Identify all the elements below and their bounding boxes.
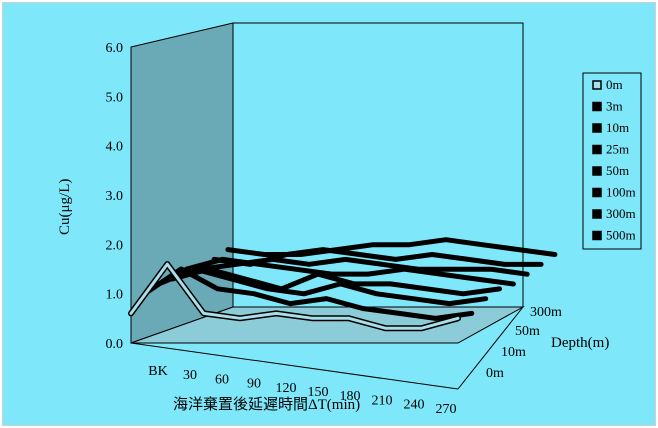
- series-line-50m: [183, 256, 516, 287]
- x-tick-label: 30: [183, 368, 197, 383]
- series-fill-0m: [129, 262, 460, 330]
- depth-axis-line: [457, 306, 524, 390]
- legend-swatch: [592, 101, 602, 112]
- series-line-10m: [156, 266, 489, 307]
- y-tick-label: 4.0: [106, 140, 124, 155]
- x-tick-label: 180: [340, 389, 361, 404]
- legend-swatch: [592, 187, 602, 198]
- legend-item: 25m: [592, 142, 629, 157]
- legend-item: 0m: [592, 77, 623, 92]
- legend-swatch: [592, 123, 602, 133]
- x-tick-label: 210: [372, 393, 393, 408]
- y-tick-label: 0.0: [106, 337, 124, 352]
- y-tick-label: 5.0: [106, 90, 124, 105]
- legend-item: 50m: [592, 163, 629, 178]
- legend-item: 10m: [592, 120, 629, 135]
- series-line-3m: [142, 266, 475, 321]
- y-tick-label: 3.0: [106, 189, 124, 204]
- depth-tick-label: 10m: [501, 345, 526, 360]
- legend-label: 0m: [606, 77, 623, 92]
- depth-axis-label: Depth(m): [551, 335, 609, 351]
- legend-swatch: [592, 80, 602, 90]
- x-tick-label: 240: [404, 398, 425, 413]
- legend-label: 25m: [606, 142, 629, 157]
- legend-label: 300m: [606, 206, 636, 221]
- legend-label: 3m: [606, 99, 623, 114]
- x-tick-label: 60: [215, 372, 229, 387]
- y-tick-label: 6.0: [106, 41, 124, 56]
- legend-item: 500m: [592, 228, 636, 243]
- y-tick-label: 1.0: [106, 288, 124, 303]
- x-tick-label: 120: [276, 381, 297, 396]
- legend-item: 3m: [592, 99, 623, 114]
- legend-swatch: [592, 144, 602, 155]
- legend-swatch: [592, 209, 602, 219]
- depth-tick-label: 50m: [515, 324, 540, 339]
- y-axis-label: Cu(μg/L): [57, 179, 73, 235]
- legend: 0m 3m 10m 25m 50m 100m 300m 500m: [582, 72, 642, 250]
- legend-label: 10m: [606, 120, 629, 135]
- legend-label: 500m: [606, 228, 636, 243]
- series-line-25m: [170, 266, 502, 297]
- x-tick-label: 270: [436, 402, 457, 417]
- chart-svg: 0.0 1.0 2.0 3.0 4.0 5.0 6.0 BK 30 60 90 120 150 180 21…: [57, 22, 642, 417]
- x-axis-label: 海洋棄置後延遲時間ΔT(min): [173, 395, 360, 413]
- series-line-500m: [225, 237, 558, 257]
- x-tick-label: BK: [148, 364, 167, 379]
- x-axis-line: [130, 342, 459, 390]
- legend-swatch: [592, 166, 602, 176]
- legend-swatch: [592, 230, 602, 241]
- legend-label: 50m: [606, 163, 629, 178]
- legend-label: 100m: [606, 185, 636, 200]
- x-tick-label: 90: [247, 377, 261, 392]
- depth-tick-label: 300m: [530, 305, 562, 320]
- x-tick-label: 150: [308, 385, 329, 400]
- legend-item: 100m: [592, 185, 636, 200]
- depth-tick-label: 0m: [486, 366, 504, 381]
- legend-item: 300m: [592, 206, 636, 221]
- y-tick-label: 2.0: [106, 238, 124, 253]
